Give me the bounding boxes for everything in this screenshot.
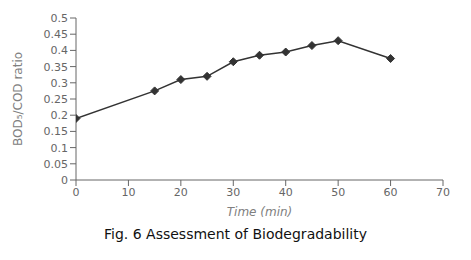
svg-text:40: 40 xyxy=(279,186,293,199)
svg-text:0.1: 0.1 xyxy=(51,142,69,155)
svg-text:Time (min): Time (min) xyxy=(227,205,293,219)
svg-text:0: 0 xyxy=(61,174,68,187)
svg-text:0.35: 0.35 xyxy=(44,61,69,74)
svg-text:BOD₅/COD ratio: BOD₅/COD ratio xyxy=(11,52,25,146)
svg-text:30: 30 xyxy=(226,186,240,199)
html-text:Fig. 6 Assessment of Biodegrad: Fig. 6 Assessment of Biodegradability xyxy=(104,226,367,242)
svg-text:10: 10 xyxy=(121,186,135,199)
svg-text:0.3: 0.3 xyxy=(51,77,69,90)
svg-text:0.25: 0.25 xyxy=(44,93,69,106)
svg-text:50: 50 xyxy=(331,186,345,199)
svg-text:0.5: 0.5 xyxy=(51,12,69,25)
svg-text:60: 60 xyxy=(384,186,398,199)
svg-text:0.45: 0.45 xyxy=(44,28,69,41)
svg-text:20: 20 xyxy=(174,186,188,199)
svg-text:0: 0 xyxy=(73,186,80,199)
svg-text:0.2: 0.2 xyxy=(51,109,69,122)
svg-text:70: 70 xyxy=(436,186,450,199)
svg-text:0.4: 0.4 xyxy=(51,44,69,57)
svg-text:0.15: 0.15 xyxy=(44,125,69,138)
svg-text:0.05: 0.05 xyxy=(44,158,69,171)
